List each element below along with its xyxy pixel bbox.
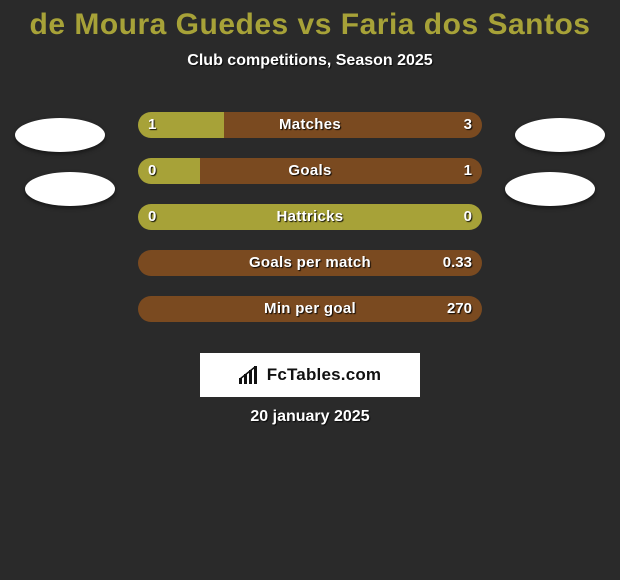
stat-value-right: 3 [464,112,472,138]
stat-label: Goals [138,158,482,184]
chart-icon [239,366,261,384]
stat-value-left: 0 [148,204,156,230]
stat-row: Min per goal270 [0,296,620,322]
stat-label: Hattricks [138,204,482,230]
stat-row: Hattricks0 0 [0,204,620,230]
stat-label: Min per goal [138,296,482,322]
page-title: de Moura Guedes vs Faria dos Santos [0,0,620,42]
stat-value-right: 1 [464,158,472,184]
brand-logo: FcTables.com [200,353,420,397]
date-label: 20 january 2025 [0,408,620,426]
stat-value-right: 0 [464,204,472,230]
brand-text: FcTables.com [267,365,382,385]
stat-row: Matches1 3 [0,112,620,138]
stat-value-left: 0 [148,158,156,184]
stat-value-left: 1 [148,112,156,138]
stat-row: Goals per match0.33 [0,250,620,276]
stat-row: Goals0 1 [0,158,620,184]
stat-label: Matches [138,112,482,138]
stat-value-right: 0.33 [443,250,472,276]
subtitle: Club competitions, Season 2025 [0,52,620,70]
stat-value-right: 270 [447,296,472,322]
stat-label: Goals per match [138,250,482,276]
